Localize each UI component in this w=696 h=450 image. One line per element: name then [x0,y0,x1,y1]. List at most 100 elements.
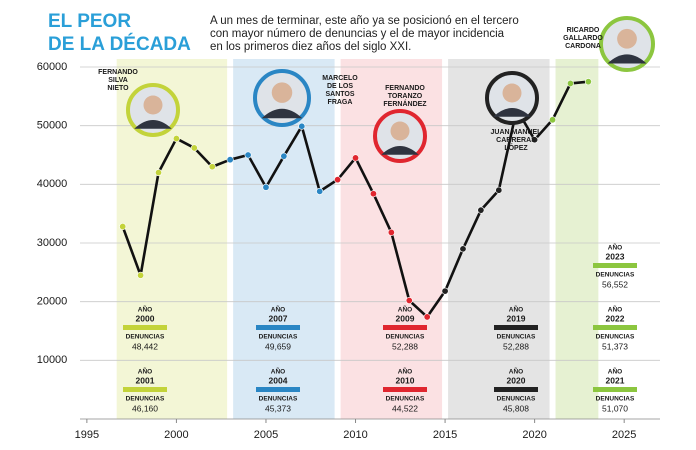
data-point [495,186,503,194]
governor-name: GALLARDO [563,35,603,42]
data-point [298,122,306,130]
governor-name: FERNANDO [98,69,138,76]
highlight-bar [494,387,538,392]
subtitle: con mayor número de denuncias y el de ma… [210,28,505,40]
highlight-year: 2010 [396,375,415,385]
year-caption: AÑO [398,305,412,314]
data-point [549,116,557,124]
data-point [280,152,288,160]
data-point [208,163,216,171]
year-caption: AÑO [608,367,622,376]
highlight-value: 44,522 [392,403,418,413]
subtitle: A un mes de terminar, este año ya se pos… [210,15,519,27]
highlight-bar [494,325,538,330]
data-point [316,187,324,195]
highlight-value: 45,808 [503,403,529,413]
data-point [531,136,539,144]
highlight-bar [123,325,167,330]
governor-name: FRAGA [328,99,353,106]
count-caption: DENUNCIAS [386,334,425,341]
data-point [423,313,431,321]
data-point [334,176,342,184]
year-caption: AÑO [271,367,285,376]
data-point [584,78,592,86]
count-caption: DENUNCIAS [596,334,635,341]
count-caption: DENUNCIAS [386,396,425,403]
data-point [405,296,413,304]
highlight-year: 2021 [606,375,625,385]
highlight-bar [256,387,300,392]
count-caption: DENUNCIAS [497,334,536,341]
portrait-head [143,95,163,115]
data-point [369,190,377,198]
data-point [441,287,449,295]
count-caption: DENUNCIAS [596,396,635,403]
data-point [172,135,180,143]
highlight-bar [593,387,637,392]
highlight-value: 52,288 [392,341,418,351]
data-point [477,206,485,214]
highlight-value: 51,373 [602,341,628,351]
highlight-year: 2001 [136,375,155,385]
portrait-head [271,82,293,103]
x-tick-label: 2025 [612,429,636,441]
y-tick-label: 50000 [37,120,68,132]
highlight-year: 2023 [606,251,625,261]
count-caption: DENUNCIAS [126,334,165,341]
governor-name: FERNANDO [385,85,425,92]
highlight-value: 48,442 [132,341,158,351]
governor-name: RICARDO [567,27,600,34]
y-tick-label: 20000 [37,296,68,308]
y-tick-label: 30000 [37,237,68,249]
highlight-bar [383,325,427,330]
highlight-bar [256,325,300,330]
data-point [387,228,395,236]
data-point [226,156,234,164]
portrait-body [607,54,647,64]
portrait-head [502,83,522,103]
year-caption: AÑO [509,305,523,314]
governor-name: CARRERAS [496,137,536,144]
governor-name: DE LOS [327,83,353,90]
governor-name: SILVA [108,77,128,84]
chart-title: EL PEOR [48,11,131,32]
portrait-body [493,108,531,117]
y-tick-label: 10000 [37,354,68,366]
data-point [244,151,252,159]
data-point [352,154,360,162]
highlight-value: 51,070 [602,403,628,413]
count-caption: DENUNCIAS [126,396,165,403]
x-tick-label: 2020 [522,429,546,441]
governor-name: TORANZO [388,93,423,100]
portrait-body [261,108,303,119]
highlight-bar [593,325,637,330]
governor-name: FERNÁNDEZ [383,99,427,108]
period-band [555,59,599,419]
year-caption: AÑO [509,367,523,376]
governor-name: NIETO [107,85,129,92]
governor-name: CARDONA [565,43,601,50]
data-point [566,79,574,87]
portrait-head [390,121,410,141]
x-tick-label: 2000 [164,429,188,441]
year-caption: AÑO [271,305,285,314]
data-point [119,223,127,231]
governor-name: JUAN MANUEL [491,129,543,136]
year-caption: AÑO [138,305,152,314]
governor-name: LÓPEZ [504,143,528,152]
year-caption: AÑO [608,243,622,252]
governor-name: SANTOS [325,91,354,98]
highlight-value: 52,288 [503,341,529,351]
data-point [459,245,467,253]
highlight-bar [123,387,167,392]
count-caption: DENUNCIAS [259,334,298,341]
year-caption: AÑO [608,305,622,314]
highlight-value: 46,160 [132,403,158,413]
x-tick-label: 2015 [433,429,457,441]
data-point [190,144,198,152]
data-point [137,271,145,279]
highlight-year: 2022 [606,313,625,323]
grid: 10000 20000 30000 40000 50000 60000 1995 2000 20… [37,61,660,441]
